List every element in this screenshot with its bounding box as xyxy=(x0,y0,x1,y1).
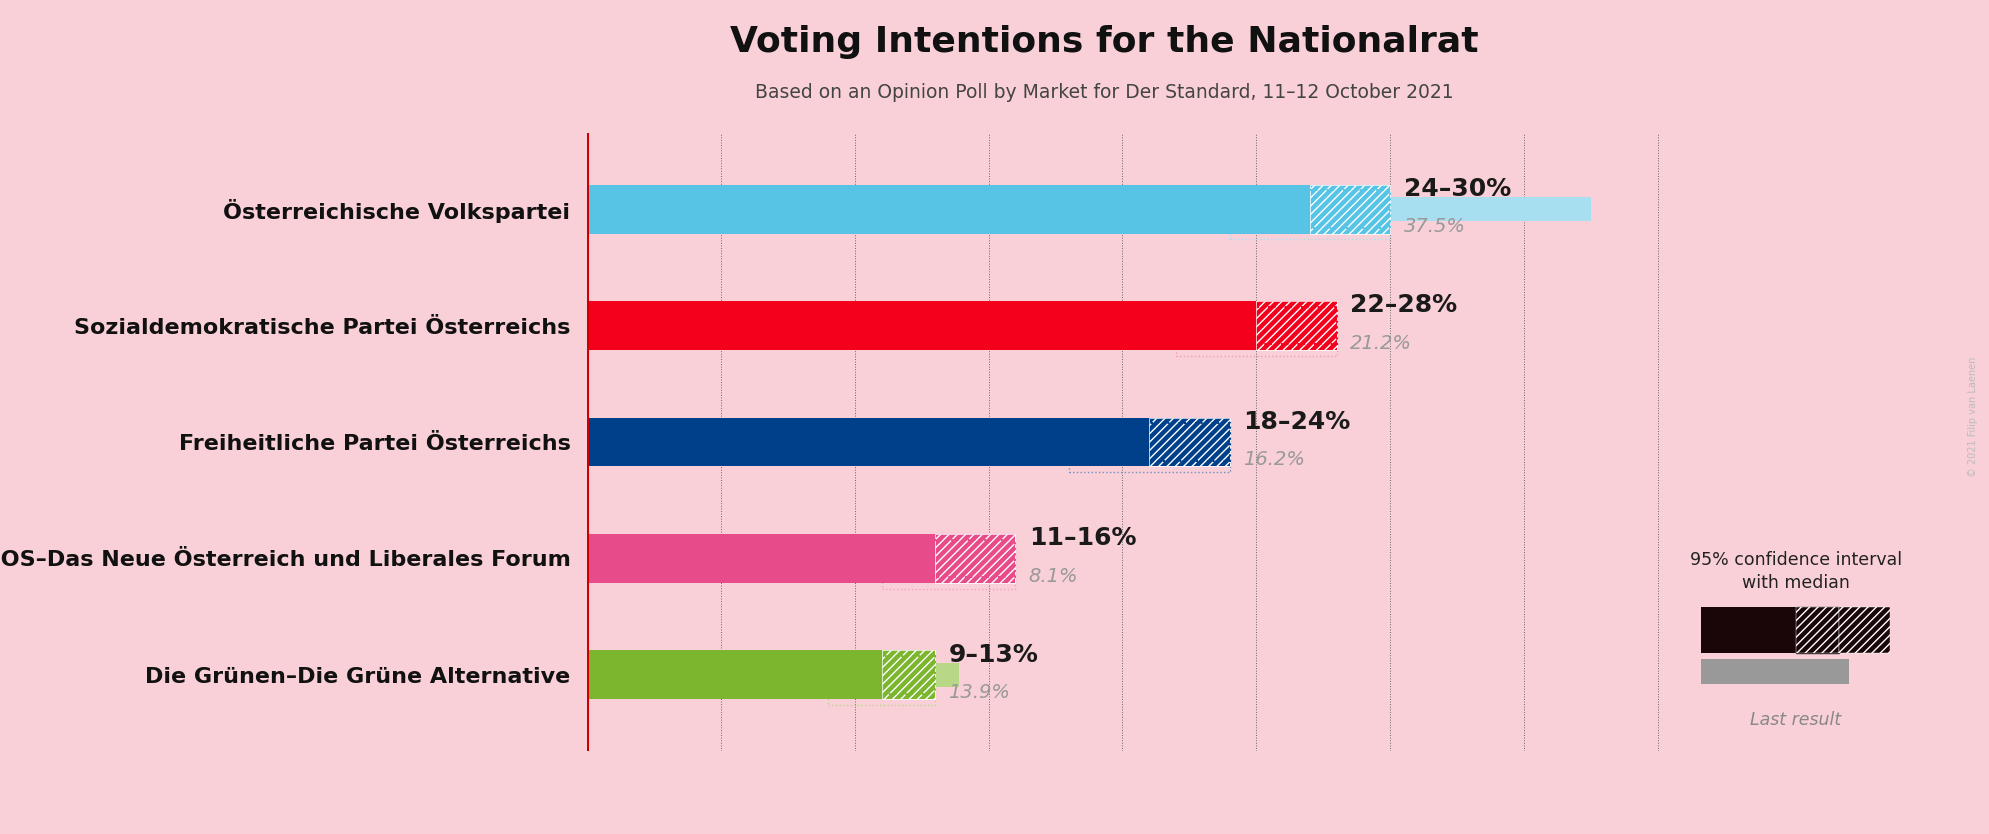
Bar xyxy=(587,534,935,583)
Bar xyxy=(1701,659,1848,684)
Bar xyxy=(587,184,1309,234)
Text: 13.9%: 13.9% xyxy=(949,683,1010,702)
Text: Last result: Last result xyxy=(1750,711,1840,729)
Text: Based on an Opinion Poll by Market for Der Standard, 11–12 October 2021: Based on an Opinion Poll by Market for D… xyxy=(754,83,1454,103)
Bar xyxy=(881,651,935,700)
Text: 8.1%: 8.1% xyxy=(1028,566,1078,585)
Bar xyxy=(881,651,935,700)
Bar xyxy=(1796,607,1838,653)
Text: Voting Intentions for the Nationalrat: Voting Intentions for the Nationalrat xyxy=(730,25,1478,59)
Bar xyxy=(1148,418,1229,466)
Text: 9–13%: 9–13% xyxy=(949,643,1038,666)
Bar xyxy=(587,651,881,700)
Bar xyxy=(935,534,1014,583)
Text: © 2021 Filip van Laenen: © 2021 Filip van Laenen xyxy=(1967,357,1977,477)
Text: 95% confidence interval
with median: 95% confidence interval with median xyxy=(1689,550,1901,592)
Bar xyxy=(1796,607,1838,653)
Bar xyxy=(587,314,1154,337)
Bar xyxy=(587,430,1020,454)
Bar xyxy=(587,198,1589,221)
Text: 18–24%: 18–24% xyxy=(1243,409,1349,434)
Bar xyxy=(1701,607,1796,653)
Text: 21.2%: 21.2% xyxy=(1349,334,1410,353)
Bar xyxy=(587,663,959,686)
Bar xyxy=(1255,301,1337,350)
Bar xyxy=(1309,184,1390,234)
Text: 16.2%: 16.2% xyxy=(1243,450,1305,470)
Bar xyxy=(587,301,1255,350)
Bar xyxy=(1148,418,1229,466)
Bar xyxy=(935,534,1014,583)
Bar xyxy=(1255,301,1337,350)
Bar xyxy=(587,418,1148,466)
Bar xyxy=(1309,184,1390,234)
Text: 24–30%: 24–30% xyxy=(1402,177,1510,201)
Text: 37.5%: 37.5% xyxy=(1402,218,1464,236)
Bar xyxy=(1838,607,1890,653)
Text: 11–16%: 11–16% xyxy=(1028,526,1136,550)
Text: 22–28%: 22–28% xyxy=(1349,294,1456,318)
Bar xyxy=(587,547,804,570)
